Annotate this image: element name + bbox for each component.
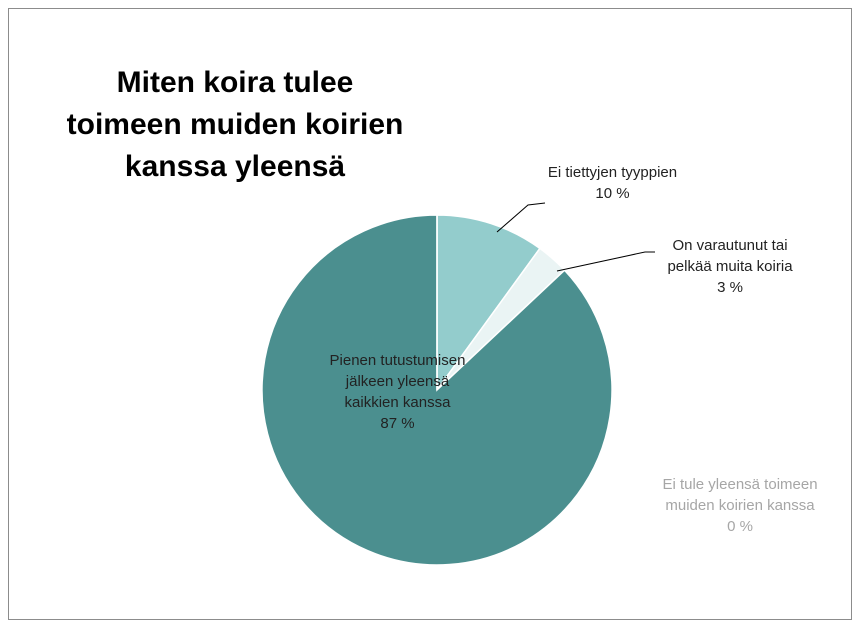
slice-value: 3 % <box>717 279 743 296</box>
chart-title: Miten koira tulee toimeen muiden koirien… <box>66 66 404 183</box>
slice-value: 0 % <box>727 518 753 535</box>
slice-value: 87 % <box>380 415 415 432</box>
slice-label: On varautunut tai pelkää muita koiria 3 % <box>650 235 810 298</box>
slice-value: 10 % <box>595 185 630 202</box>
leader-line <box>556 251 655 272</box>
slice-label: Ei tule yleensä toimeen muiden koirien k… <box>660 474 820 537</box>
slice-label: Pienen tutustumisen jälkeen yleensä kaik… <box>325 350 470 434</box>
pie-slice <box>436 214 541 393</box>
slice-label: Ei tiettyjen tyyppien 10 % <box>540 162 685 204</box>
slice-category: Pienen tutustumisen jälkeen yleensä kaik… <box>329 352 466 411</box>
slice-category: Ei tiettyjen tyyppien <box>547 164 678 181</box>
leader-line <box>496 202 546 233</box>
slice-category: Ei tule yleensä toimeen muiden koirien k… <box>662 476 818 514</box>
slice-category: On varautunut tai pelkää muita koiria <box>667 237 793 275</box>
